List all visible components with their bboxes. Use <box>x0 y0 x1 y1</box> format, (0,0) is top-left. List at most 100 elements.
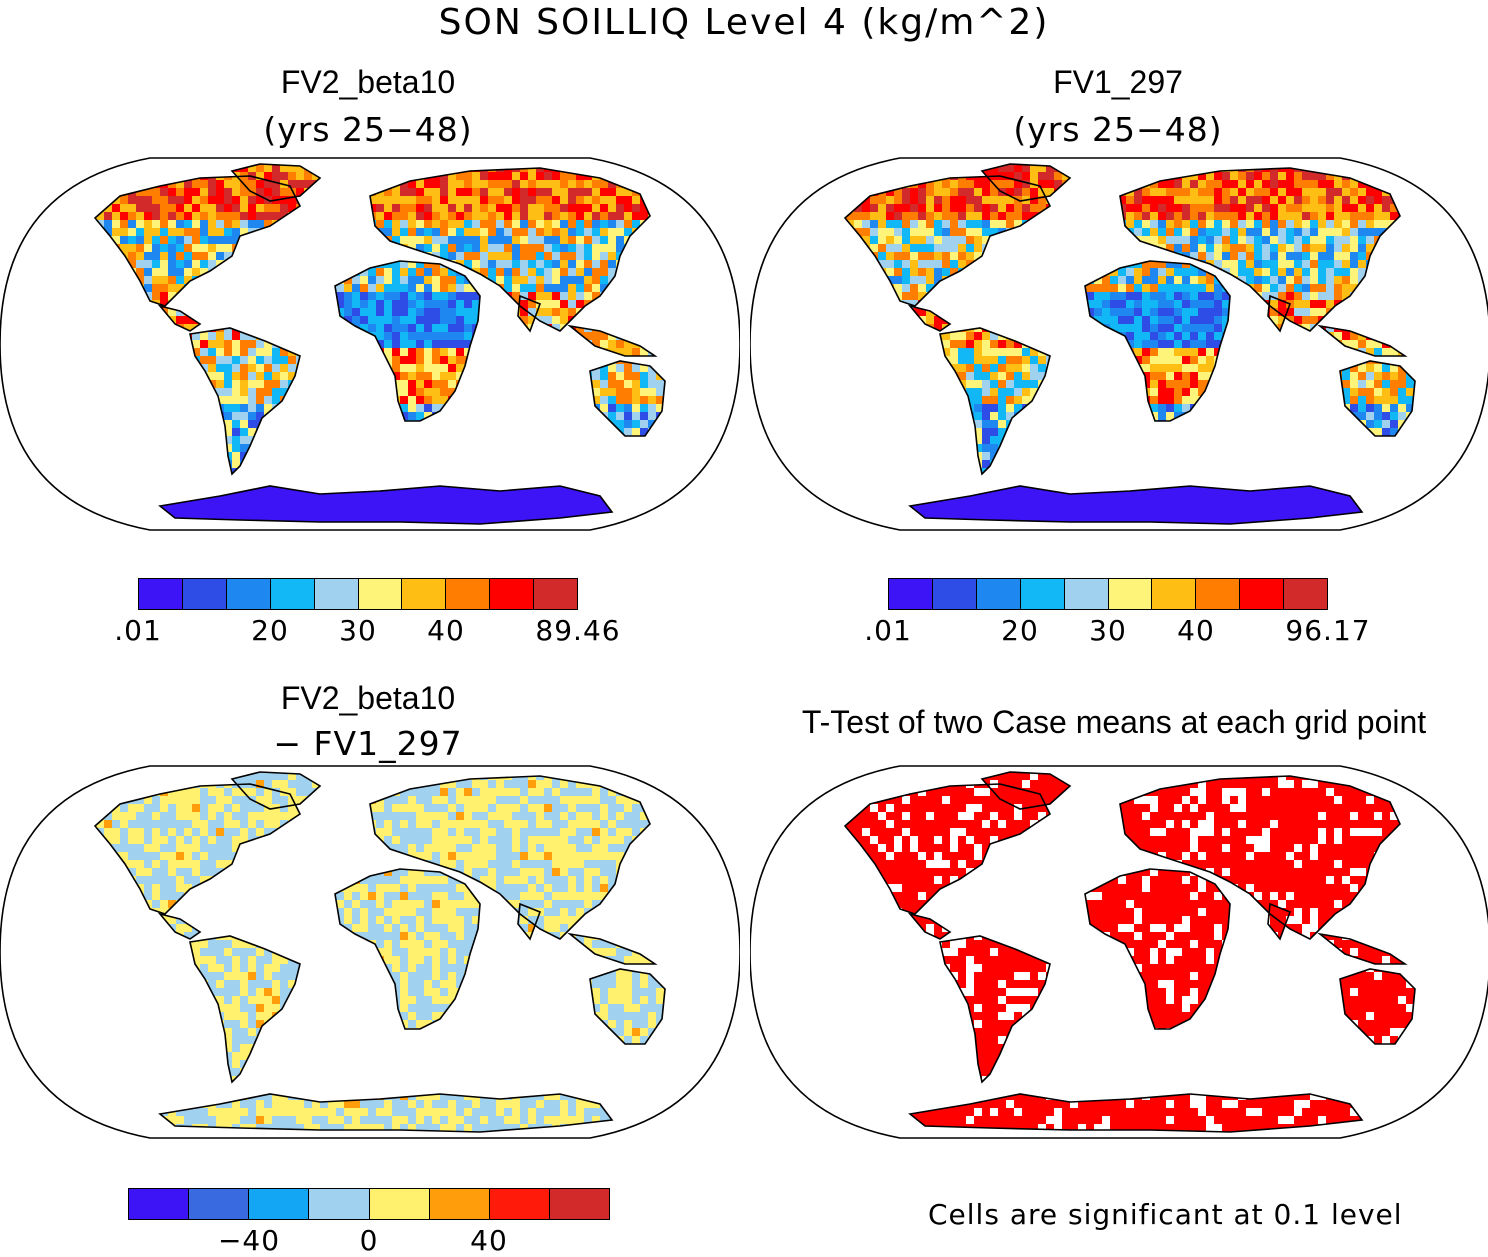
colorbar1-tick: 20 <box>251 614 289 647</box>
colorbar-swatch <box>1152 579 1197 609</box>
colorbar3-tick: −40 <box>217 1224 281 1257</box>
coastline <box>939 935 1051 1084</box>
coastline <box>567 932 658 965</box>
coastline <box>1084 868 1231 1030</box>
coastline <box>230 771 322 810</box>
colorbar-swatch <box>1240 579 1285 609</box>
coastline <box>334 868 481 1030</box>
colorbar1-tick: 89.46 <box>535 614 621 647</box>
map-frame <box>750 765 1488 1139</box>
coastline <box>567 324 658 357</box>
coastline <box>230 163 322 202</box>
coastline <box>93 783 302 915</box>
colorbar1-tick: 40 <box>427 614 465 647</box>
coastline <box>908 485 1364 525</box>
coastline <box>158 1093 614 1133</box>
colorbar-swatch <box>139 579 183 609</box>
colorbar-swatch <box>189 1189 250 1219</box>
coastline <box>517 294 542 333</box>
coastline <box>1119 167 1401 332</box>
coastline <box>1119 775 1401 940</box>
coastline <box>369 775 651 940</box>
coastline <box>1317 324 1408 357</box>
coastline <box>369 167 651 332</box>
coastline <box>93 175 302 307</box>
map-frame <box>750 157 1488 531</box>
coastline <box>189 327 301 476</box>
colorbar2-tick: .01 <box>864 614 912 647</box>
panel1-title: FV2_beta10 <box>280 64 456 100</box>
colorbar-panel3 <box>128 1188 610 1220</box>
panel3-subtitle: − FV1_297 <box>273 724 463 763</box>
coastline <box>1267 902 1292 941</box>
map-panel-ttest <box>750 765 1488 1139</box>
land-field <box>845 164 1415 524</box>
significance-note: Cells are significant at 0.1 level <box>928 1198 1403 1231</box>
coastline <box>939 327 1051 476</box>
coastline <box>908 1093 1364 1133</box>
colorbar-swatch <box>889 579 933 609</box>
colorbar2-tick: 20 <box>1001 614 1039 647</box>
coastline <box>1084 260 1231 422</box>
coastline <box>1317 932 1408 965</box>
colorbar2-tick: 96.17 <box>1285 614 1371 647</box>
colorbar-swatch <box>1020 579 1065 609</box>
colorbar-swatch <box>314 579 359 609</box>
coastline <box>1267 294 1292 333</box>
colorbar-swatch <box>309 1189 370 1219</box>
colorbar-swatch <box>489 1189 550 1219</box>
coastline <box>843 175 1052 307</box>
coastline <box>589 968 666 1045</box>
colorbar1-tick: 30 <box>339 614 377 647</box>
coastline <box>334 260 481 422</box>
map-panel-difference <box>0 765 740 1139</box>
map-frame <box>0 157 740 531</box>
panel3-title: FV2_beta10 <box>280 680 456 716</box>
colorbar-swatch <box>976 579 1021 609</box>
colorbar-swatch <box>549 1189 609 1219</box>
colorbar-swatch <box>270 579 315 609</box>
coastline <box>1339 968 1416 1045</box>
panel1-subtitle: (yrs 25−48) <box>263 110 473 149</box>
colorbar-swatch <box>1284 579 1328 609</box>
coastline <box>1339 360 1416 437</box>
coastline <box>517 902 542 941</box>
colorbar-swatch <box>358 579 403 609</box>
colorbar-swatch <box>1108 579 1153 609</box>
coastline <box>189 935 301 1084</box>
land-field <box>95 772 665 1132</box>
colorbar-swatch <box>446 579 491 609</box>
colorbar-swatch <box>182 579 227 609</box>
colorbar3-tick: 40 <box>470 1224 508 1257</box>
colorbar-swatch <box>534 579 578 609</box>
panel2-title: FV1_297 <box>1053 64 1183 100</box>
coastline <box>907 304 952 332</box>
colorbar3-tick: 0 <box>359 1224 379 1257</box>
coastline <box>158 485 614 525</box>
panel4-title: T-Test of two Case means at each grid po… <box>801 704 1427 740</box>
colorbar2-tick: 40 <box>1177 614 1215 647</box>
coastline <box>843 783 1052 915</box>
coastline <box>157 912 202 940</box>
coastline <box>980 771 1072 810</box>
colorbar-panel1 <box>138 578 578 610</box>
coastline <box>907 912 952 940</box>
colorbar-panel2 <box>888 578 1328 610</box>
map-panel-fv1-297 <box>750 157 1488 531</box>
figure-title: SON SOILLIQ Level 4 (kg/m^2) <box>438 2 1050 43</box>
colorbar-swatch <box>1196 579 1241 609</box>
colorbar2-tick: 30 <box>1089 614 1127 647</box>
colorbar-swatch <box>1064 579 1109 609</box>
coastline <box>589 360 666 437</box>
land-field <box>845 772 1415 1132</box>
colorbar-swatch <box>129 1189 190 1219</box>
map-panel-fv2-beta10 <box>0 157 740 531</box>
colorbar-swatch <box>369 1189 430 1219</box>
colorbar1-tick: .01 <box>114 614 162 647</box>
coastline <box>157 304 202 332</box>
colorbar-swatch <box>402 579 447 609</box>
land-field <box>95 164 665 524</box>
colorbar-swatch <box>429 1189 490 1219</box>
colorbar-swatch <box>932 579 977 609</box>
panel2-subtitle: (yrs 25−48) <box>1013 110 1223 149</box>
